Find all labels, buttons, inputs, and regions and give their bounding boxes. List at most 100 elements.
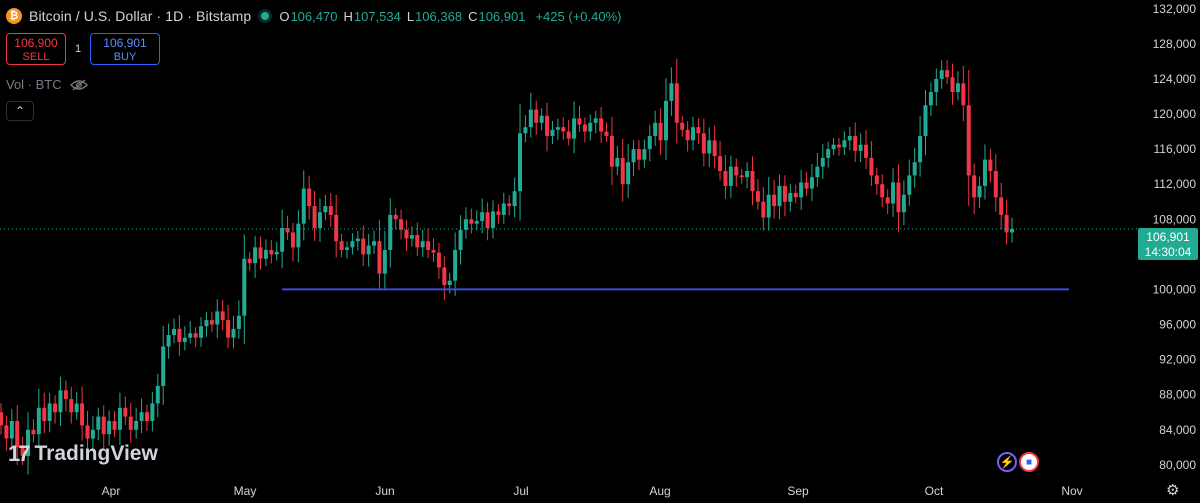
market-open-icon (261, 12, 270, 20)
us-flag-event-icon[interactable]: ■ (1019, 452, 1039, 472)
candle-body (874, 175, 879, 185)
candle-body (593, 118, 598, 123)
candle-body (604, 131, 609, 136)
candle-body (701, 133, 706, 154)
candle-body (880, 184, 885, 198)
candle-body (901, 194, 906, 213)
candle-body (680, 122, 685, 130)
candle-body (474, 221, 479, 224)
hidden-eye-icon[interactable] (69, 79, 88, 91)
candle-body (144, 412, 149, 421)
time-axis-label: Aug (649, 484, 670, 498)
candle-body (982, 159, 987, 186)
candle-body (334, 214, 339, 242)
candle-body (653, 122, 658, 136)
candle-body (999, 197, 1004, 215)
candle-body (534, 109, 539, 123)
candle-body (90, 429, 95, 439)
candle-body (117, 407, 122, 430)
candle-body (182, 337, 187, 343)
candle-body (420, 241, 425, 248)
candle-body (480, 212, 485, 222)
price-axis-label: 108,000 (1153, 212, 1197, 226)
candle-body (939, 70, 944, 79)
ohlc-values: O106,470 H107,534 L106,368 C106,901 +425… (279, 9, 621, 24)
candle-body (507, 203, 512, 207)
candle-body (442, 267, 447, 286)
gear-icon[interactable]: ⚙ (1166, 482, 1180, 499)
candle-body (523, 127, 528, 134)
candle-body (712, 140, 717, 157)
candle-body (642, 149, 647, 160)
volume-indicator[interactable]: Vol · BTC (6, 77, 88, 92)
buy-price: 106,901 (103, 36, 147, 50)
candle-body (274, 251, 279, 255)
candle-body (485, 212, 490, 229)
candle-body (831, 144, 836, 150)
candle-body (85, 425, 90, 439)
collapse-legend-button[interactable]: ⌃ (6, 101, 34, 121)
time-axis-label: Jul (513, 484, 528, 498)
candle-body (853, 135, 858, 151)
candle-body (112, 420, 117, 430)
price-axis-label: 120,000 (1153, 107, 1197, 121)
sell-label: SELL (22, 51, 50, 63)
buy-label: BUY (113, 51, 137, 63)
candle-body (20, 447, 25, 457)
candle-body (550, 129, 555, 136)
price-axis-label: 132,000 (1153, 2, 1197, 16)
sell-button[interactable]: 106,900 SELL (6, 33, 66, 65)
candle-body (907, 175, 912, 195)
candle-body (934, 78, 939, 93)
candle-body (663, 100, 668, 141)
candle-body (555, 127, 560, 130)
candle-body (799, 182, 804, 198)
symbol-title[interactable]: Bitcoin / U.S. Dollar · 1D · Bitstamp (29, 8, 252, 24)
buy-button[interactable]: 106,901 BUY (90, 33, 160, 65)
time-axis-label: May (234, 484, 257, 498)
candle-body (199, 326, 204, 338)
bitcoin-icon: ₿ (6, 8, 22, 24)
candle-body (496, 211, 501, 215)
time-axis-label: Nov (1061, 484, 1082, 498)
lightning-event-icon[interactable]: ⚡ (997, 452, 1017, 472)
candle-body (128, 416, 133, 430)
candle-body (285, 228, 290, 233)
candle-body (707, 140, 712, 154)
price-axis-label: 112,000 (1154, 177, 1197, 191)
candle-body (723, 171, 728, 186)
candle-body (858, 144, 863, 151)
price-axis-label: 80,000 (1159, 458, 1196, 472)
candle-body (204, 320, 209, 327)
candle-body (36, 407, 41, 435)
candles (0, 58, 1014, 475)
candle-body (950, 77, 955, 93)
candle-body (409, 235, 414, 239)
candle-body (393, 214, 398, 220)
candle-body (247, 258, 252, 264)
candle-body (458, 229, 463, 250)
candle-body (599, 118, 604, 132)
candle-body (490, 211, 495, 229)
candle-body (761, 201, 766, 218)
candle-body (869, 157, 874, 176)
candle-body (263, 249, 268, 259)
candle-body (134, 420, 139, 430)
candle-body (788, 192, 793, 202)
candle-body (988, 159, 993, 172)
candle-body (404, 229, 409, 239)
candle-body (350, 241, 355, 248)
time-axis[interactable]: Apr May Jun Jul Aug Sep Oct Nov (102, 484, 1083, 498)
candle-body (631, 149, 636, 163)
price-axis[interactable]: 80,00084,00088,00092,00096,000100,000104… (1153, 2, 1197, 472)
candle-body (836, 144, 841, 148)
candle-body (912, 162, 917, 176)
candle-body (26, 429, 31, 457)
candle-body (750, 171, 755, 192)
candle-body (296, 223, 301, 248)
price-axis-label: 96,000 (1159, 318, 1196, 332)
candle-body (961, 83, 966, 106)
candle-body (426, 241, 431, 250)
candle-body (739, 175, 744, 178)
